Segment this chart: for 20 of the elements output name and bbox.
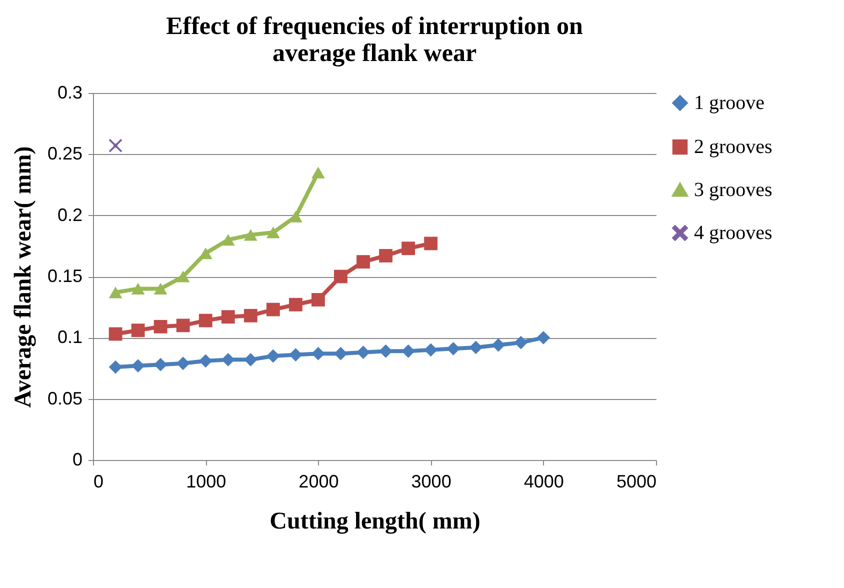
y-tick-label: 0 [72,450,82,470]
y-tick-label: 0.1 [57,327,82,348]
x-tick-label: 1000 [186,472,226,492]
legend-label: 2 grooves [694,136,773,158]
legend-label: 3 grooves [694,179,773,201]
x-tick-label: 0 [94,472,104,492]
y-tick-label: 0.15 [47,266,82,286]
x-tick-label: 4000 [524,472,564,492]
chart-title: Effect of frequencies of interruption on average flank wear [166,13,584,67]
x-tick-label: 5000 [616,472,656,492]
x-tick-label: 2000 [298,472,339,492]
y-axis-title: Average flank wear( mm) [10,146,36,408]
x-axis-title: Cutting length( mm) [270,508,480,534]
y-tick-label: 0.05 [47,388,82,408]
y-tick-label: 0.3 [57,82,82,102]
y-tick-label: 0.25 [47,144,82,164]
legend-label: 4 grooves [694,222,773,244]
y-tick-label: 0.2 [57,204,82,225]
legend-label: 1 groove [694,92,765,114]
x-tick-label: 3000 [411,472,452,492]
